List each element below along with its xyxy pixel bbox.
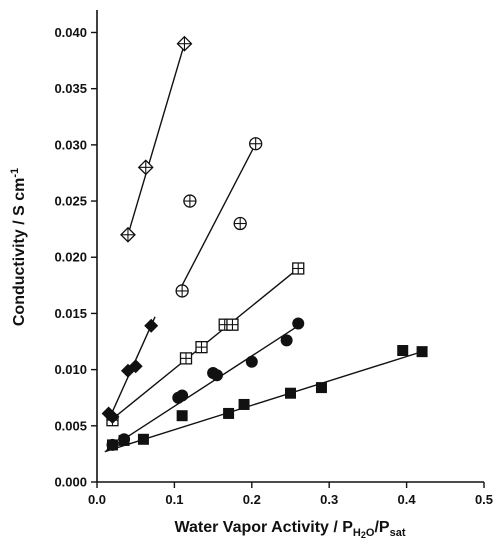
point-circle-plus-3	[249, 137, 263, 151]
fit-line-filled-square	[104, 350, 423, 453]
fit-line-diamond-plus	[127, 43, 186, 235]
fit-line-circle-plus	[181, 143, 257, 286]
y-tick-label-5: 0.025	[54, 194, 87, 209]
point-filled-circle-1	[118, 433, 131, 446]
x-tick-label-5: 0.5	[475, 492, 493, 507]
point-filled-circle-8	[292, 317, 305, 330]
point-circle-plus-1	[183, 194, 197, 208]
y-tick-label-6: 0.030	[54, 137, 87, 152]
point-filled-square-2	[137, 433, 149, 445]
point-filled-square-6	[285, 387, 296, 399]
fit-line-filled-circle	[105, 325, 299, 452]
point-square-plus-1	[179, 352, 193, 365]
point-square-plus-4	[226, 318, 239, 331]
y-tick-label-7: 0.035	[54, 81, 87, 96]
x-tick-label-2: 0.2	[243, 492, 261, 507]
y-tick-label-2: 0.010	[54, 362, 87, 377]
x-tick-label-1: 0.1	[165, 492, 183, 507]
point-filled-circle-3	[176, 389, 189, 402]
markers	[101, 35, 428, 451]
point-filled-circle-5	[210, 369, 223, 382]
point-square-plus-2	[195, 340, 208, 354]
point-filled-square-5	[238, 398, 250, 410]
point-diamond-plus-2	[176, 35, 193, 52]
y-tick-label-3: 0.015	[54, 306, 87, 321]
y-axis-label: Conductivity / S cm-1	[9, 168, 28, 326]
point-filled-diamond-4	[144, 318, 159, 333]
point-filled-square-9	[416, 346, 428, 358]
y-tick-label-1: 0.005	[54, 418, 87, 433]
point-square-plus-5	[292, 262, 305, 275]
point-filled-diamond-3	[128, 359, 143, 374]
point-circle-plus-2	[233, 216, 247, 231]
point-filled-square-7	[315, 382, 327, 394]
point-filled-circle-0	[106, 438, 119, 451]
y-tick-label-8: 0.040	[54, 25, 87, 40]
point-filled-square-4	[223, 407, 235, 419]
point-filled-circle-6	[245, 355, 258, 368]
point-filled-circle-7	[280, 334, 293, 347]
point-filled-square-3	[176, 410, 188, 422]
y-tick-label-0: 0.000	[54, 475, 87, 490]
x-tick-label-3: 0.3	[320, 492, 338, 507]
x-tick-label-4: 0.4	[398, 492, 417, 507]
x-axis-label: Water Vapor Activity / PH2O/Psat	[175, 519, 406, 540]
axes	[96, 10, 484, 483]
point-filled-diamond-2	[120, 363, 135, 378]
point-circle-plus-0	[175, 284, 189, 298]
ticks	[91, 31, 485, 488]
point-diamond-plus-0	[120, 226, 136, 243]
fit-lines	[104, 43, 423, 453]
point-filled-square-8	[397, 345, 409, 357]
tick-labels: 0.0 0.1 0.2 0.3 0.4 0.5 0.000 0.005 0.010 0.015 0.…	[54, 25, 493, 507]
y-tick-label-4: 0.020	[54, 250, 87, 265]
point-diamond-plus-1	[137, 159, 154, 176]
x-tick-label-0: 0.0	[88, 492, 106, 507]
point-filled-diamond-1	[105, 409, 120, 424]
